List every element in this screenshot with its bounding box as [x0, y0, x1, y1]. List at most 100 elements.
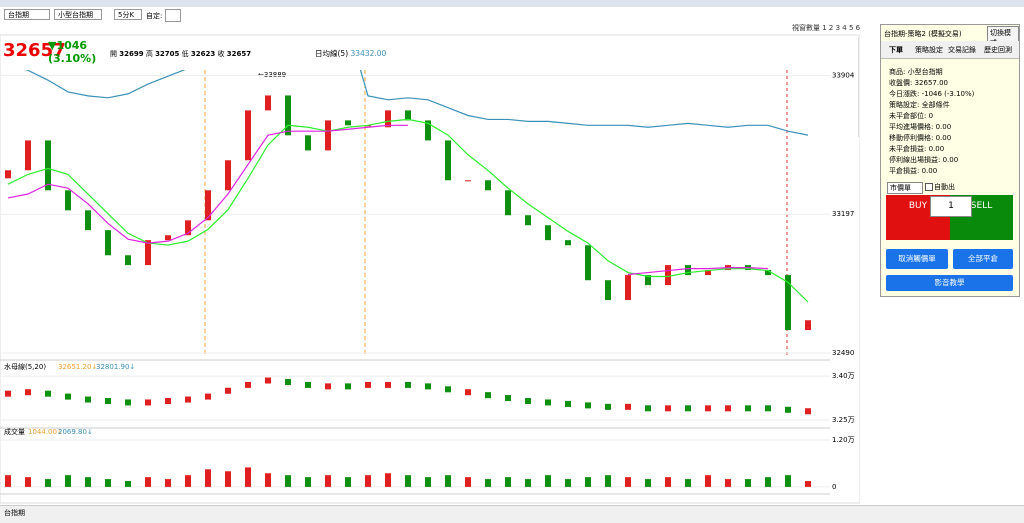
candle	[545, 225, 551, 241]
y-tick-label: 3.40万	[832, 372, 855, 380]
candle	[685, 265, 691, 276]
candle	[185, 220, 191, 236]
volume-bar	[225, 471, 231, 487]
label: 日均線(5)	[315, 49, 349, 58]
indicator-bar	[245, 381, 251, 388]
tab[interactable]: 歷史回測	[984, 46, 1012, 54]
volume-bar	[65, 475, 71, 487]
volume-bar	[385, 473, 391, 487]
indicator-bar	[125, 399, 131, 406]
indicator-bar	[465, 389, 471, 396]
indicator-bar	[305, 381, 311, 388]
change: ▼1046	[48, 39, 88, 52]
draw-tools[interactable]	[858, 37, 877, 137]
video-button[interactable]: 影音教學	[886, 275, 1013, 291]
volume-bar	[25, 477, 31, 487]
volume-bar	[765, 477, 771, 487]
volume-bar	[345, 477, 351, 487]
volume-bar	[185, 475, 191, 487]
indicator-bar	[725, 405, 731, 412]
tab[interactable]: 交易記錄	[948, 46, 976, 54]
candle	[245, 110, 251, 161]
indicator-bar	[225, 387, 231, 394]
candle	[405, 110, 411, 121]
candle	[605, 280, 611, 301]
indicator-bar	[85, 396, 91, 403]
candle	[525, 215, 531, 226]
indicator-bar	[445, 386, 451, 393]
value: 32657	[226, 50, 252, 58]
info-line: 今日漲跌: -1046 (-3.10%)	[889, 90, 975, 98]
indicator-bar	[65, 393, 71, 400]
indicator-bar	[625, 403, 631, 410]
candle	[125, 255, 131, 266]
candle	[145, 240, 151, 266]
ma-line	[7, 124, 769, 276]
volume-bar	[585, 477, 591, 487]
custom-input[interactable]	[165, 9, 181, 22]
symbol-select[interactable]: 台指期	[4, 9, 50, 20]
volume-bar	[805, 481, 811, 487]
main-plot	[5, 70, 811, 331]
cancel-button[interactable]: 取消觸價單	[886, 249, 948, 269]
footer-tab[interactable]: 台指期	[4, 509, 25, 517]
change-percent: (3.10%)	[48, 52, 97, 65]
volume-bar	[505, 477, 511, 487]
candle	[5, 170, 11, 179]
y-tick-label: 32490	[832, 349, 854, 357]
volume-bar	[45, 479, 51, 487]
candle	[205, 190, 211, 221]
tab[interactable]: 下單	[889, 46, 903, 54]
label: 開	[110, 50, 117, 58]
volume-bar	[465, 477, 471, 487]
period-select[interactable]: 5分K	[114, 9, 142, 20]
indicator-bar	[5, 390, 11, 397]
quantity-input[interactable]: 1	[930, 196, 972, 217]
indicator-bar	[165, 398, 171, 404]
status-bar	[0, 505, 1024, 523]
candle	[765, 269, 771, 276]
close-all-button[interactable]: 全部平倉	[953, 249, 1013, 269]
volume-bar	[165, 479, 171, 487]
product-select[interactable]: 小型台指期	[54, 9, 102, 20]
indicator-bar	[685, 405, 691, 412]
indicator-bar	[385, 381, 391, 388]
volume-bar	[485, 479, 491, 487]
y-tick-label: 33904	[832, 71, 855, 79]
indicator-bar	[585, 402, 591, 409]
window-count[interactable]: 視窗數量 1 2 3 4 5 6	[792, 24, 861, 32]
volume-bar	[445, 475, 451, 487]
candle	[805, 320, 811, 331]
auto-label: 自動出	[934, 183, 955, 191]
candle	[645, 275, 651, 286]
candle	[285, 95, 291, 136]
tab[interactable]: 策略設定	[915, 46, 943, 54]
order-type[interactable]: 市價單	[887, 182, 923, 194]
candle	[705, 269, 711, 276]
volume-bar	[145, 477, 151, 487]
candle	[25, 140, 31, 171]
ma-line	[24, 70, 809, 136]
last-price: 32657	[3, 40, 66, 61]
indicator-bar	[405, 381, 411, 388]
value: 32699	[119, 50, 144, 58]
chart: ←33889 水母線(5,20) 32651.20↓ 32801.90↓ 成交量…	[0, 34, 860, 504]
y-tick-label: 1.20万	[832, 436, 855, 444]
indicator-bar	[145, 399, 151, 406]
volume-bar	[705, 475, 711, 487]
order-panel: 台指期-策略2 (模擬交易) 切換模式 下單 策略設定 交易記錄 歷史回測 商品…	[880, 24, 1020, 297]
indicator-bar	[805, 408, 811, 415]
auto-checkbox[interactable]	[925, 183, 933, 191]
volume-bar	[325, 475, 331, 487]
volume-bar	[105, 479, 111, 487]
info-line: 平倉損益: 0.00	[889, 167, 938, 175]
indicator-bar	[365, 381, 371, 388]
volume-bar	[85, 477, 91, 487]
y-tick-label: 33197	[832, 210, 854, 218]
y-tick-label: 3.25万	[832, 416, 855, 424]
indicator-bar	[545, 399, 551, 406]
candle	[505, 190, 511, 216]
volume-bar	[665, 477, 671, 487]
y-tick-label: 0	[832, 483, 836, 491]
